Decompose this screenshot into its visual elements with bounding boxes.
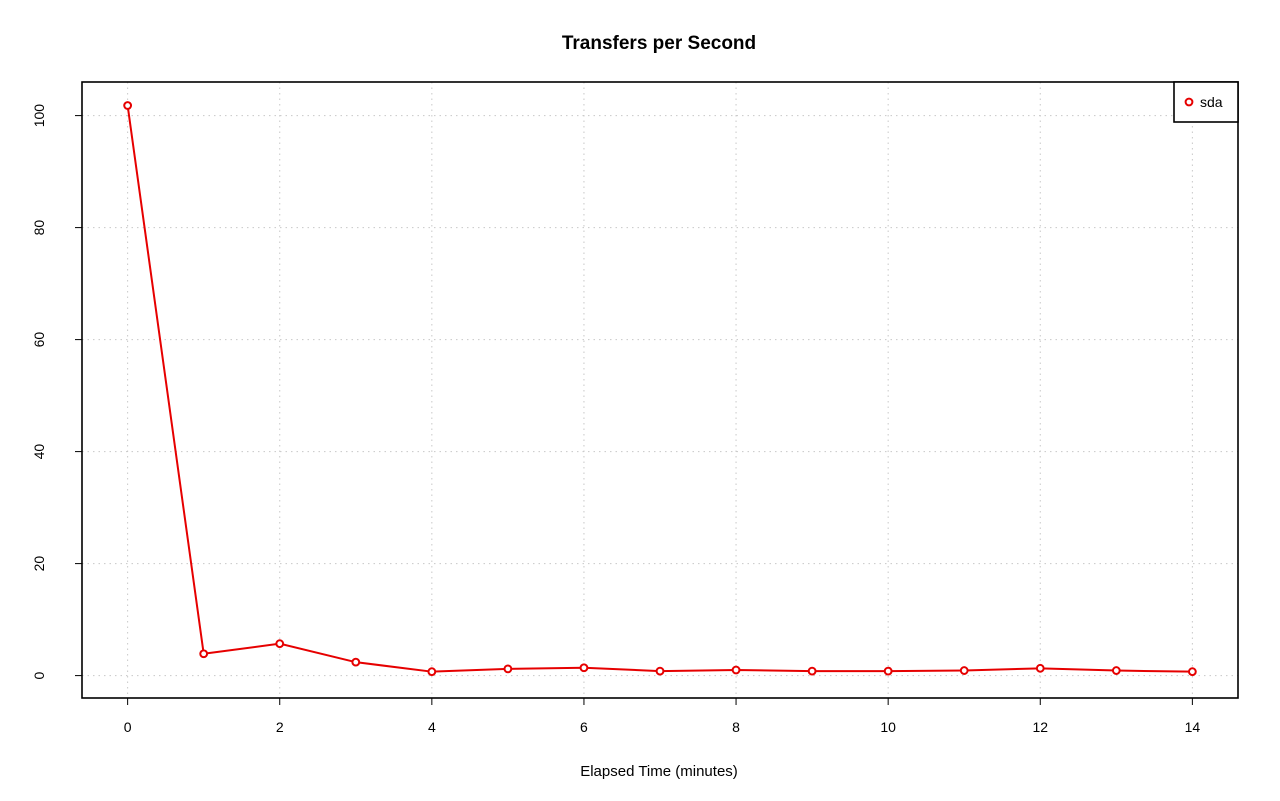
y-tick-label: 100	[31, 104, 47, 128]
data-point	[959, 666, 969, 675]
x-tick-label: 6	[580, 719, 588, 735]
plot-frame	[81, 81, 1239, 699]
legend: sda	[1173, 81, 1239, 123]
y-tick-label: 60	[31, 332, 47, 348]
data-point	[807, 666, 817, 676]
data-point	[1035, 663, 1045, 673]
data-point	[351, 657, 361, 667]
legend-marker	[1184, 97, 1194, 107]
data-point	[199, 649, 209, 659]
x-tick-label: 4	[428, 719, 436, 735]
y-tick-label: 20	[31, 556, 47, 572]
data-point	[427, 667, 437, 677]
data-point	[1111, 666, 1121, 675]
data-point	[275, 639, 285, 649]
data-point	[579, 663, 589, 673]
y-tick-label: 0	[31, 671, 47, 679]
chart-title: Transfers per Second	[562, 33, 756, 54]
data-point	[731, 665, 741, 675]
y-tick-label: 80	[31, 220, 47, 236]
data-point	[655, 666, 665, 676]
data-point	[883, 666, 893, 676]
grid	[82, 82, 1238, 698]
x-tick-label: 12	[1032, 719, 1048, 735]
x-tick-label: 0	[124, 719, 132, 735]
data-point	[123, 101, 133, 110]
axes: 0 2 4 6 8 10 12 14 0 20 40 60 80 100	[31, 81, 1239, 735]
x-tick-label: 8	[732, 719, 740, 735]
series	[123, 101, 1197, 677]
data-point	[1187, 667, 1197, 677]
x-axis-label: Elapsed Time (minutes)	[580, 763, 738, 780]
series-line-sda	[126, 105, 1193, 673]
x-tick-label: 2	[276, 719, 284, 735]
x-tick-label: 10	[880, 719, 896, 735]
legend-label: sda	[1200, 94, 1223, 110]
x-tick-label: 14	[1185, 719, 1201, 735]
y-tick-label: 40	[31, 444, 47, 460]
data-point	[503, 664, 513, 674]
